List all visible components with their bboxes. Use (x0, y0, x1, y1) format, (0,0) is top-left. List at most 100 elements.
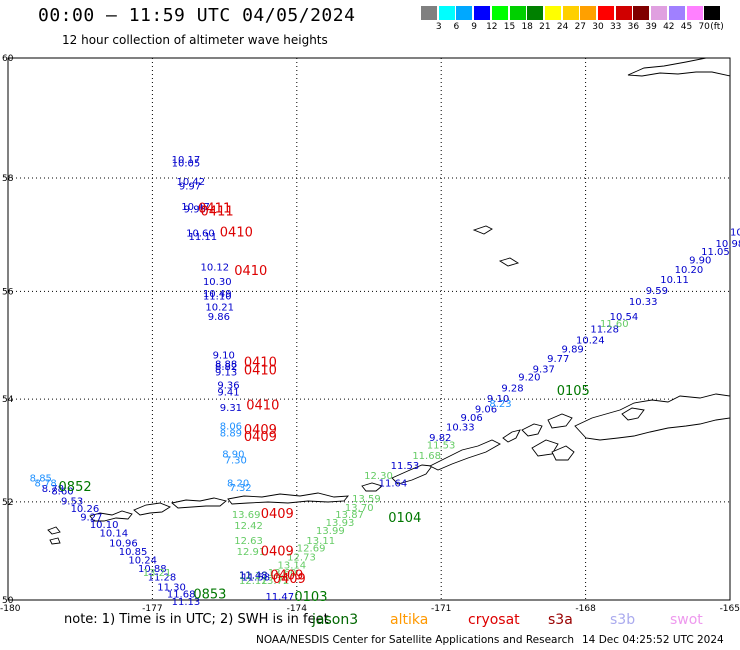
pass-time-label: 0410 (244, 363, 277, 378)
colorbar-swatch (615, 6, 632, 20)
wave-height-value: 10.24 (128, 556, 157, 567)
pass-time-label: 0409 (273, 572, 306, 587)
satellite-legend-item: s3a (548, 612, 573, 628)
wave-height-value: 9.28 (501, 383, 523, 394)
colorbar-tick: 27 (574, 22, 587, 32)
wave-height-value: 10.20 (675, 265, 704, 276)
wave-height-value: 9.90 (689, 256, 711, 267)
island-umnak (391, 464, 433, 485)
wave-height-value: 10.47 (181, 202, 210, 213)
colorbar-swatch (651, 6, 668, 20)
wave-height-value: 12.37 (239, 571, 268, 582)
wave-height-value: 8.88 (215, 359, 237, 370)
wave-height-value: 13.14 (278, 561, 307, 572)
colorbar-swatch (704, 6, 721, 20)
wave-height-value: 10.98 (716, 239, 740, 250)
wave-height-value: 12.91 (237, 547, 266, 558)
pass-time-label: 0852 (59, 480, 92, 495)
wave-height-value: 8.60 (51, 486, 73, 497)
wave-height-value: 13.87 (335, 510, 364, 521)
colorbar-swatch (456, 6, 473, 20)
wave-height-value: 12.69 (297, 543, 326, 554)
satellite-legend-item: cryosat (468, 612, 520, 628)
wave-height-value: 12.73 (287, 552, 316, 563)
wave-height-value: 11.48 (239, 570, 268, 581)
pass-time-label: 0410 (234, 264, 267, 279)
colorbar-tick: 42 (663, 22, 675, 32)
latitude-label: 56 (2, 287, 14, 297)
page-subtitle: 12 hour collection of altimeter wave hei… (62, 33, 328, 47)
colorbar-swatch (509, 6, 526, 20)
colorbar-swatch (668, 6, 685, 20)
coastline (47, 57, 731, 545)
wave-height-value: 8.06 (220, 421, 242, 432)
wave-height-value: 13.69 (232, 510, 261, 521)
wave-height-value: 10.85 (119, 547, 148, 558)
wave-height-value: 9.10 (487, 394, 509, 405)
wave-height-value: 11.28 (590, 324, 619, 335)
map-axis-labels: 60 58 56 54 52 50-180 -177 -174 -171 -168 -165 (0, 54, 740, 614)
wave-height-value: 9.06 (475, 404, 497, 415)
wave-height-value: 10.33 (629, 297, 658, 308)
island-near-2 (49, 537, 61, 545)
colorbar-tick: 36 (627, 22, 640, 32)
wave-height-value: 11.53 (391, 461, 420, 472)
map-frame (7, 57, 731, 601)
island-akutan (502, 429, 521, 443)
colorbar-swatch (438, 6, 455, 20)
colorbar-tick: 24 (556, 22, 569, 32)
wave-height-value: 9.20 (518, 373, 540, 384)
pass-time-labels: 0411041104100410041004100410040904090409… (59, 202, 590, 605)
colorbar-tick: 30 (592, 22, 604, 32)
latitude-label: 54 (2, 395, 14, 405)
colorbar-tick: 3 (435, 22, 442, 32)
wave-height-value: 10.33 (446, 422, 475, 433)
wave-height-value: 9.86 (208, 312, 230, 323)
map-gridlines (8, 58, 730, 600)
satellite-legend-item: altika (390, 612, 429, 628)
wave-height-value: 10.17 (172, 155, 201, 166)
wave-height-value: 10.30 (203, 277, 232, 288)
colorbar-tick: 45 (680, 22, 693, 32)
island-near-1 (47, 526, 61, 535)
colorbar-tick: 15 (503, 22, 516, 32)
pass-time-label: 0409 (244, 430, 277, 445)
wave-height-value: 10.11 (660, 275, 689, 286)
pass-time-label: 0410 (220, 226, 253, 241)
island-unimak (521, 423, 543, 437)
pass-time-label: 0409 (261, 507, 294, 522)
colorbar-tick: 70 (698, 22, 710, 32)
pass-time-label: 0411 (198, 202, 231, 217)
wave-height-value: 10.12 (201, 262, 230, 273)
island-sanak (547, 413, 573, 429)
wave-height-value: 8.85 (30, 474, 52, 485)
colorbar-tick: 9 (471, 22, 477, 32)
colorbar-swatch (474, 6, 491, 20)
colorbar-tick: 18 (521, 22, 533, 32)
wave-height-value: 10.56 (730, 227, 740, 238)
satellite-legend-item: jason3 (312, 612, 359, 628)
longitude-label: -171 (431, 604, 451, 614)
wave-height-value: 11.64 (379, 479, 408, 490)
colorbar-tick: 33 (609, 22, 622, 32)
wave-height-value: 13.72 (261, 576, 290, 587)
wave-height-value: 13.11 (306, 536, 335, 547)
wave-height-value: 8.78 (42, 484, 64, 495)
wave-height-value: 13.60 (268, 568, 297, 579)
longitude-label: -180 (0, 604, 21, 614)
wave-height-value: 12.63 (234, 536, 263, 547)
wave-height-value: 9.89 (562, 344, 584, 355)
longitude-label: -165 (720, 604, 740, 614)
wave-height-value: 10.96 (109, 539, 138, 550)
wave-height-value: 9.31 (220, 403, 242, 414)
wave-height-value: 10.54 (610, 312, 639, 323)
longitude-label: -174 (287, 604, 308, 614)
wave-height-value: 8.20 (227, 479, 249, 490)
island-seguam (361, 482, 383, 492)
wave-height-value: 12.12 (239, 576, 268, 587)
wave-height-value: 11.60 (600, 319, 629, 330)
wave-height-value: 11.58 (241, 573, 270, 584)
page-title: 00:00 – 11:59 UTC 04/05/2024 (38, 5, 356, 26)
colorbar-tick: 39 (645, 22, 657, 32)
